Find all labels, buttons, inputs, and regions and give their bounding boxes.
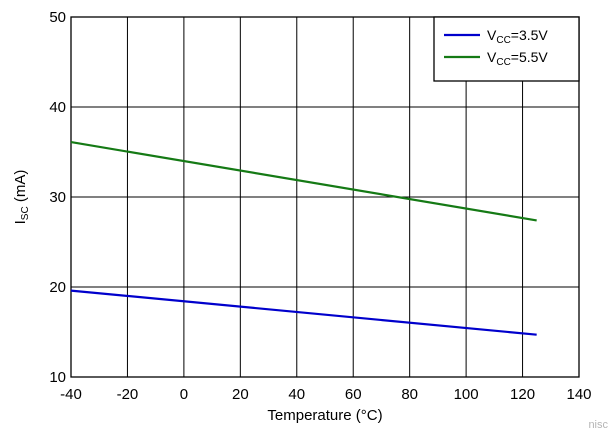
series-lines [70,141,537,336]
y-tick-labels: 10 20 30 40 50 [49,9,66,386]
x-tick-label: 120 [510,386,535,403]
legend-box [433,16,580,82]
x-tick-label: 40 [288,386,305,403]
legend-label: VCC=5.5V [487,49,548,68]
x-tick-label: 0 [180,386,188,403]
y-axis-label-sub: SC [20,206,31,220]
series-line [70,289,537,336]
x-tick-label: 140 [566,386,591,403]
x-tick-label: 80 [401,386,418,403]
y-axis-label-main: I [12,220,29,224]
y-tick-label: 40 [49,99,66,116]
x-tick-labels: -40 -20 0 20 40 60 80 100 120 140 [60,386,591,403]
x-tick-label: 60 [345,386,362,403]
legend-label-main: V [487,49,497,65]
x-tick-label: -20 [117,386,139,403]
legend-label-rest: =3.5V [511,27,549,43]
legend-label-sub: CC [496,35,510,46]
legend-label-sub: CC [496,57,510,68]
x-tick-label: 100 [454,386,479,403]
legend-label: VCC=3.5V [487,27,548,46]
x-axis-label: Temperature (°C) [267,407,382,424]
y-tick-label: 20 [49,279,66,296]
y-tick-label: 10 [49,369,66,386]
legend-label-main: V [487,27,497,43]
series-line [70,141,537,222]
x-tick-label: 20 [232,386,249,403]
y-tick-label: 30 [49,189,66,206]
plot-frame [70,16,580,378]
y-axis-label: ISC (mA) [12,170,31,225]
y-tick-label: 50 [49,9,66,26]
x-tick-label: -40 [60,386,82,403]
legend-label-rest: =5.5V [511,49,549,65]
y-axis-label-rest: (mA) [12,170,29,207]
watermark: nisc [588,419,608,431]
